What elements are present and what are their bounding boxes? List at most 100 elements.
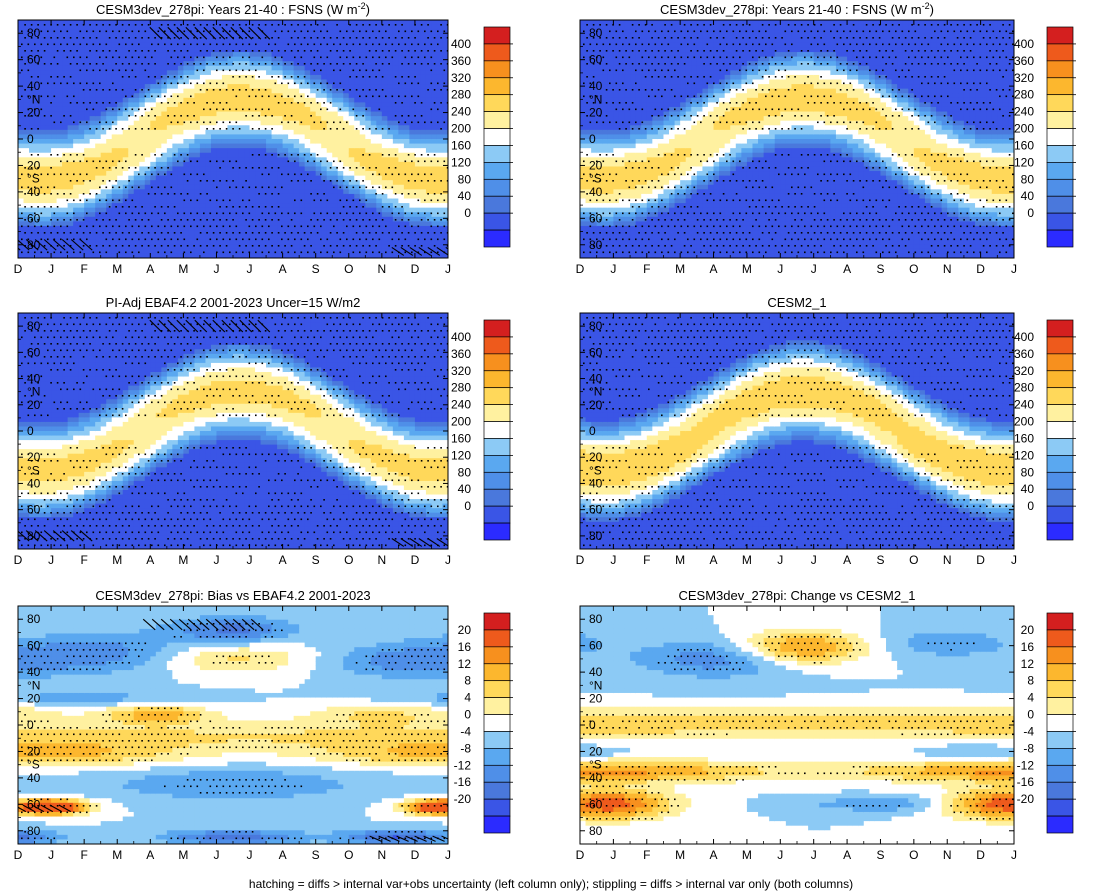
- colorbar-swatch: [483, 798, 511, 817]
- colorbar-label: 160: [1014, 138, 1034, 152]
- colorbar-swatch: [483, 77, 511, 96]
- x-tick-label: F: [80, 262, 87, 276]
- x-tick-label: J: [1011, 262, 1017, 276]
- colorbar-label: 4: [464, 691, 471, 705]
- x-tick-label: J: [445, 848, 451, 862]
- colorbar-label: 200: [1014, 122, 1034, 136]
- y-tick-label: 80: [27, 612, 41, 626]
- colorbar: 20 16 12 8 4 0 -4 -8 -12 -16 -20: [1017, 612, 1076, 834]
- y-tick-label: 60: [27, 53, 41, 67]
- colorbar-swatch: [1046, 336, 1074, 355]
- colorbar: 20 16 12 8 4 0 -4 -8 -12 -16 -20: [454, 612, 513, 834]
- x-tick-label: N: [378, 848, 387, 862]
- y-axis-label-south: °S: [27, 463, 40, 477]
- colorbar-swatch: [1046, 212, 1074, 231]
- colorbar-swatch: [483, 505, 511, 524]
- colorbar-swatch: [483, 336, 511, 355]
- colorbar-label: 280: [1014, 88, 1034, 102]
- colorbar-swatch: [1046, 178, 1074, 197]
- colorbar-label: 0: [1027, 708, 1034, 722]
- colorbar-label: 360: [451, 54, 471, 68]
- colorbar-label: 240: [451, 398, 471, 412]
- y-tick-label: 20: [27, 398, 41, 412]
- x-tick-label: O: [909, 553, 918, 567]
- colorbar-label: -20: [1017, 792, 1035, 806]
- y-tick-label: 60: [589, 211, 603, 225]
- x-tick-label: D: [411, 553, 420, 567]
- y-axis-label-south: °S: [27, 758, 40, 772]
- colorbar-label: 320: [451, 71, 471, 85]
- x-tick-label: S: [312, 553, 320, 567]
- colorbar-label: 400: [1014, 37, 1034, 51]
- stippling: [583, 24, 1014, 254]
- x-tick-label: O: [344, 262, 353, 276]
- x-tick-label: J: [213, 262, 219, 276]
- y-tick-label: 40: [27, 476, 41, 490]
- x-tick-label: J: [213, 553, 219, 567]
- colorbar-swatch: [1046, 455, 1074, 473]
- x-tick-label: D: [976, 262, 985, 276]
- x-tick-label: M: [742, 553, 752, 567]
- colorbar-label: 320: [1014, 71, 1034, 85]
- colorbar-swatch: [1046, 714, 1074, 732]
- x-tick-label: O: [344, 848, 353, 862]
- colorbar-label: 40: [458, 189, 472, 203]
- x-tick-label: M: [675, 848, 685, 862]
- y-tick-label: 40: [27, 771, 41, 785]
- colorbar-swatch: [483, 748, 511, 766]
- x-tick-label: A: [146, 553, 154, 567]
- colorbar-swatch: [1046, 505, 1074, 524]
- colorbar-swatch: [1046, 764, 1074, 783]
- x-tick-label: J: [48, 262, 54, 276]
- y-tick-label: 80: [27, 824, 41, 838]
- colorbar-label: 320: [451, 364, 471, 378]
- colorbar-label: 120: [1014, 155, 1034, 169]
- y-tick-label: 80: [27, 238, 41, 252]
- heatmap-field: [580, 606, 1014, 844]
- x-tick-label: D: [576, 848, 585, 862]
- y-tick-label: 80: [589, 26, 603, 40]
- x-tick-label: J: [811, 553, 817, 567]
- y-tick-label: 0: [589, 132, 596, 146]
- y-tick-label: 0: [589, 424, 596, 438]
- x-tick-label: J: [610, 553, 616, 567]
- y-tick-label: 80: [589, 238, 603, 252]
- colorbar-swatch: [483, 128, 511, 146]
- x-tick-label: D: [411, 848, 420, 862]
- y-tick-label: 80: [589, 529, 603, 543]
- y-tick-label: 20: [27, 158, 41, 172]
- y-tick-label: 40: [27, 372, 41, 386]
- x-tick-label: A: [843, 848, 851, 862]
- y-axis-label-south: °S: [27, 172, 40, 186]
- heatmap-field: [580, 313, 1014, 549]
- colorbar-swatch: [483, 663, 511, 682]
- colorbar-swatch: [483, 370, 511, 389]
- x-tick-label: J: [445, 553, 451, 567]
- y-tick-label: 60: [27, 211, 41, 225]
- colorbar-swatch: [483, 319, 511, 338]
- x-tick-label: O: [344, 553, 353, 567]
- x-tick-label: M: [112, 848, 122, 862]
- x-tick-label: D: [976, 848, 985, 862]
- x-tick-label: A: [146, 848, 154, 862]
- y-tick-label: 40: [589, 79, 603, 93]
- colorbar-swatch: [1046, 815, 1074, 834]
- x-tick-label: J: [610, 848, 616, 862]
- colorbar-label: 8: [464, 674, 471, 688]
- colorbar-label: -12: [1017, 758, 1035, 772]
- x-tick-label: S: [876, 848, 884, 862]
- x-tick-label: J: [48, 553, 54, 567]
- colorbar-swatch: [1046, 438, 1074, 456]
- colorbar-label: 80: [458, 172, 472, 186]
- colorbar-label: 320: [1014, 364, 1034, 378]
- y-tick-label: 20: [589, 692, 603, 706]
- colorbar-label: 20: [458, 623, 472, 637]
- colorbar-swatch: [483, 764, 511, 783]
- x-tick-label: D: [976, 553, 985, 567]
- heatmap-field: [18, 606, 448, 844]
- y-tick-label: 0: [27, 132, 34, 146]
- colorbar-label: 240: [1014, 398, 1034, 412]
